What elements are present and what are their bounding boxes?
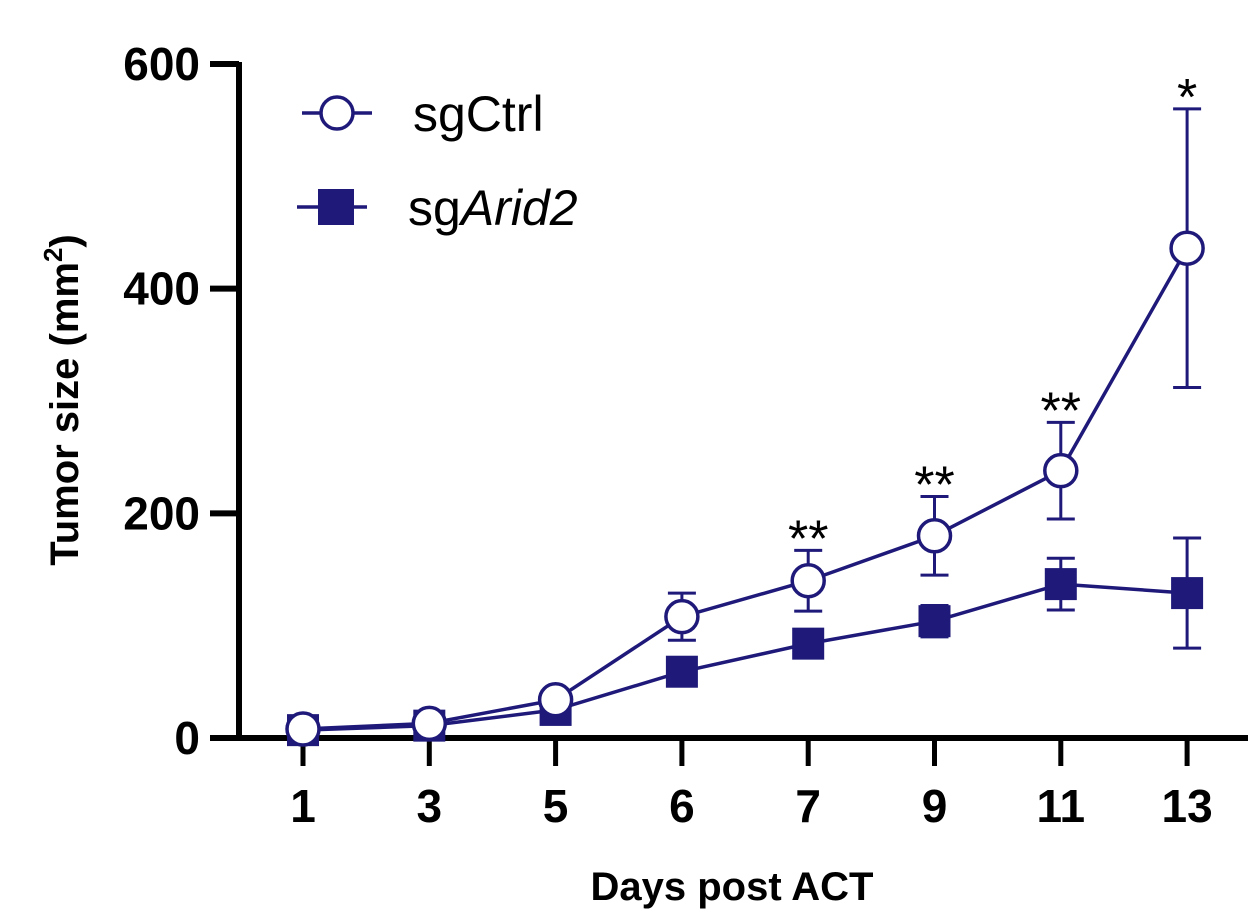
y-tick-label: 600 xyxy=(123,38,200,90)
legend-marker-sgarid2 xyxy=(318,189,354,225)
legend-item-sgarid2: sgArid2 xyxy=(297,180,578,236)
data-point xyxy=(1171,577,1204,610)
data-point xyxy=(664,598,700,635)
data-point xyxy=(916,518,953,554)
y-tick-label: 0 xyxy=(174,712,200,764)
series-layer xyxy=(285,107,1205,747)
data-point xyxy=(1169,230,1205,266)
data-point xyxy=(537,682,574,718)
data-point xyxy=(285,711,321,747)
y-axis-label-sup: 2 xyxy=(38,248,68,262)
y-axis-label-main: Tumor size (mm xyxy=(43,262,87,566)
legend-label-sgarid2-italic: Arid2 xyxy=(458,180,578,236)
significance-label: ** xyxy=(914,456,954,514)
y-tick-label: 400 xyxy=(123,263,200,315)
y-axis-label-close: ) xyxy=(43,234,87,247)
x-tick-label: 11 xyxy=(1036,780,1085,832)
x-tick-label: 1 xyxy=(290,780,316,832)
legend-label-sgctrl: sgCtrl xyxy=(413,86,544,142)
y-axis-label: Tumor size (mm2) xyxy=(38,234,87,566)
significance-layer: ******* xyxy=(788,69,1197,568)
legend-label-sgarid2-prefix: sg xyxy=(408,180,461,236)
x-ticks: 1 3 5 6 7 9 11 13 xyxy=(290,738,1213,832)
x-tick-label: 9 xyxy=(922,780,948,832)
legend: sgCtrl sgArid2 xyxy=(297,86,578,236)
legend-label-sgarid2: sgArid2 xyxy=(408,180,578,236)
x-axis-label: Days post ACT xyxy=(590,865,873,909)
series-sgctrl xyxy=(285,107,1205,747)
significance-label: ** xyxy=(788,510,828,568)
data-point xyxy=(1044,568,1077,601)
x-tick-label: 7 xyxy=(795,780,821,832)
x-tick-label: 3 xyxy=(417,780,443,832)
series-line xyxy=(302,582,1188,732)
legend-item-sgctrl: sgCtrl xyxy=(302,86,544,142)
data-point xyxy=(1043,452,1079,489)
significance-label: ** xyxy=(1041,382,1081,440)
series-line xyxy=(302,247,1189,731)
data-point xyxy=(411,705,448,742)
x-tick-label: 13 xyxy=(1162,780,1213,832)
significance-label: * xyxy=(1177,69,1197,127)
data-point xyxy=(792,627,825,660)
legend-marker-sgctrl xyxy=(319,95,355,131)
data-point xyxy=(790,562,826,599)
y-tick-label: 200 xyxy=(123,487,200,539)
data-point xyxy=(918,605,951,638)
data-point xyxy=(665,655,698,688)
x-tick-label: 6 xyxy=(669,780,695,832)
x-tick-label: 5 xyxy=(543,780,569,832)
y-ticks: 0 200 400 600 xyxy=(123,38,239,764)
